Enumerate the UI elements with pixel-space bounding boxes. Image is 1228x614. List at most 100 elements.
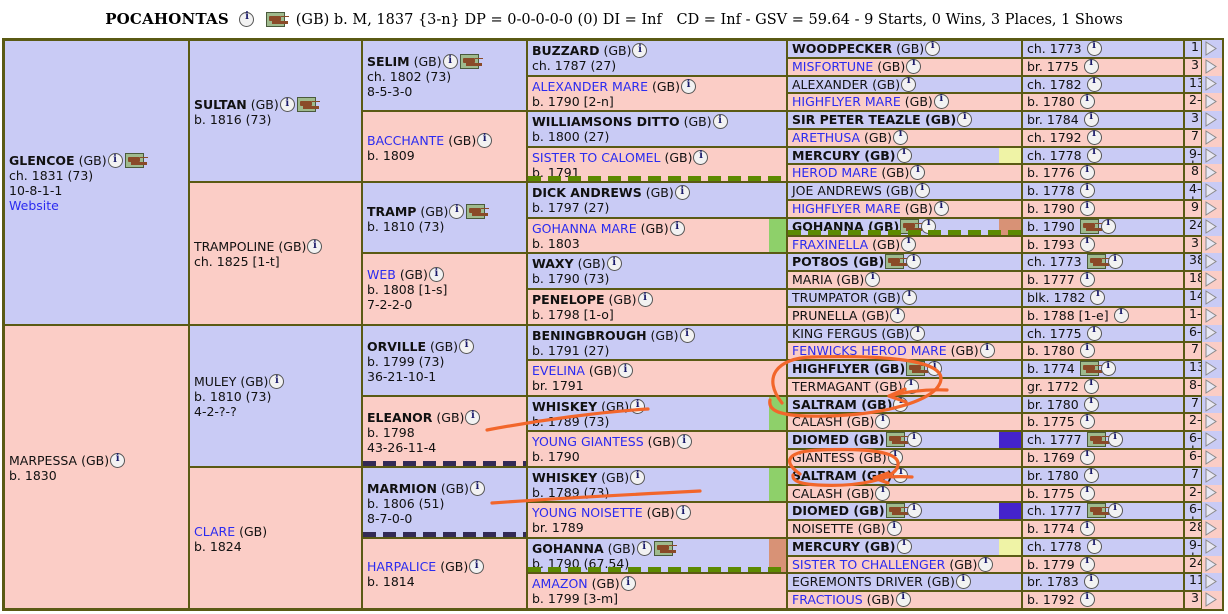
info-icon[interactable] [1083, 468, 1099, 483]
pedigree-cell-gen4-8[interactable]: BENINGBROUGH (GB)b. 1791 (27) [527, 324, 787, 361]
chevron-right-icon[interactable] [1204, 485, 1220, 501]
info-icon[interactable] [901, 77, 917, 92]
info-icon[interactable] [1079, 94, 1095, 110]
pedigree-cell-gen3-0[interactable]: SELIM (GB)ch. 1802 (73)8-5-3-0 [362, 40, 527, 112]
expand-button-gen5-22[interactable] [1202, 431, 1222, 449]
expand-button-gen5-17[interactable] [1202, 342, 1222, 361]
expand-button-gen5-31[interactable] [1202, 591, 1222, 609]
horse-name[interactable]: WEB [367, 267, 396, 283]
info-icon[interactable] [1086, 539, 1102, 554]
info-icon[interactable] [680, 77, 696, 94]
info-icon[interactable] [875, 486, 891, 501]
info-icon[interactable] [630, 397, 646, 414]
pedigree-cell-gen5-18[interactable]: HIGHFLYER (GB) [787, 360, 1022, 378]
info-icon[interactable] [636, 539, 652, 556]
expand-button-gen5-21[interactable] [1202, 413, 1222, 432]
info-icon[interactable] [914, 183, 930, 199]
info-icon[interactable] [632, 42, 648, 58]
info-icon[interactable] [1079, 486, 1095, 501]
info-icon[interactable] [637, 290, 653, 307]
info-icon[interactable] [978, 557, 994, 572]
pedigree-cell-gen4-6[interactable]: WAXY (GB)b. 1790 (73) [527, 253, 787, 289]
pedigree-cell-gen5-12[interactable]: POT8OS (GB) [787, 253, 1022, 272]
chevron-right-icon[interactable] [1204, 94, 1220, 110]
pedigree-cell-gen4-4[interactable]: DICK ANDREWS (GB)b. 1797 (27) [527, 182, 787, 218]
expand-button-gen5-20[interactable] [1202, 395, 1222, 414]
expand-button-gen5-7[interactable] [1202, 164, 1222, 183]
info-icon[interactable] [469, 479, 485, 496]
chevron-right-icon[interactable] [1204, 432, 1220, 448]
info-icon[interactable] [1107, 503, 1123, 519]
chevron-right-icon[interactable] [1204, 396, 1220, 413]
pedigree-cell-gen5-27[interactable]: NOISETTE (GB) [787, 520, 1022, 538]
info-icon[interactable] [442, 53, 458, 70]
expand-button-gen5-15[interactable] [1202, 306, 1222, 325]
info-icon[interactable] [1079, 450, 1095, 465]
pedigree-cell-gen2-2[interactable]: MULEY (GB)b. 1810 (73)4-2-?-? [189, 324, 362, 467]
pedigree-cell-gen5-16[interactable]: KING FERGUS (GB) [787, 324, 1022, 343]
pedigree-cell-gen5-21[interactable]: CALASH (GB) [787, 413, 1022, 432]
expand-button-gen5-14[interactable] [1202, 288, 1222, 307]
info-icon[interactable] [307, 238, 323, 255]
pedigree-cell-gen5-29[interactable]: SISTER TO CHALLENGER (GB) [787, 555, 1022, 574]
horse-name[interactable]: HARPALICE [367, 559, 437, 575]
chevron-right-icon[interactable] [1204, 112, 1220, 128]
info-icon[interactable] [875, 414, 891, 430]
info-icon[interactable] [1083, 112, 1099, 128]
info-icon[interactable] [896, 148, 912, 163]
expand-button-gen5-4[interactable] [1202, 111, 1222, 129]
info-icon[interactable] [1107, 432, 1123, 448]
horse-icon[interactable] [1079, 218, 1099, 234]
info-icon[interactable] [674, 184, 690, 201]
expand-button-gen5-12[interactable] [1202, 253, 1222, 272]
chevron-right-icon[interactable] [1204, 218, 1220, 235]
horse-icon[interactable] [906, 361, 926, 377]
chevron-right-icon[interactable] [1204, 58, 1220, 75]
pedigree-cell-gen4-3[interactable]: SISTER TO CALOMEL (GB)b. 1791 [527, 146, 787, 183]
info-icon[interactable] [865, 272, 881, 288]
info-icon[interactable] [1086, 41, 1102, 56]
info-icon[interactable] [906, 254, 922, 270]
info-icon[interactable] [693, 148, 709, 165]
info-icon[interactable] [269, 373, 285, 390]
pedigree-cell-gen4-5[interactable]: GOHANNA MARE (GB)b. 1803 [527, 217, 787, 254]
pedigree-cell-gen3-2[interactable]: TRAMP (GB)b. 1810 (73) [362, 182, 527, 254]
pedigree-cell-gen5-2[interactable]: ALEXANDER (GB) [787, 75, 1022, 94]
pedigree-cell-gen3-3[interactable]: WEB (GB)b. 1808 [1-s]7-2-2-0 [362, 253, 527, 325]
horse-name[interactable]: FRAXINELLA [792, 236, 869, 252]
pedigree-cell-gen5-1[interactable]: MISFORTUNE (GB) [787, 57, 1022, 76]
info-icon[interactable] [459, 337, 475, 354]
info-icon[interactable] [1079, 521, 1095, 537]
horse-icon[interactable] [296, 97, 316, 113]
info-icon[interactable] [1113, 308, 1129, 323]
expand-button-gen5-3[interactable] [1202, 93, 1222, 112]
pedigree-cell-gen2-1[interactable]: TRAMPOLINE (GB)ch. 1825 [1-t] [189, 182, 362, 325]
info-icon[interactable] [1086, 130, 1102, 145]
chevron-right-icon[interactable] [1204, 147, 1220, 164]
info-icon[interactable] [890, 308, 906, 323]
info-icon[interactable] [1083, 397, 1099, 412]
horse-name[interactable]: HIGHFLYER MARE [792, 201, 901, 217]
expand-button-gen5-2[interactable] [1202, 75, 1222, 94]
expand-button-gen5-10[interactable] [1202, 217, 1222, 236]
info-icon[interactable] [679, 326, 695, 343]
horse-name[interactable]: YOUNG NOISETTE [532, 505, 643, 521]
info-icon[interactable] [1086, 77, 1102, 92]
chevron-right-icon[interactable] [1204, 449, 1220, 466]
horse-name[interactable]: YOUNG GIANTESS [532, 434, 644, 450]
horse-icon[interactable] [1079, 361, 1099, 377]
expand-button-gen5-9[interactable] [1202, 200, 1222, 218]
expand-button-gen5-28[interactable] [1202, 537, 1222, 556]
pedigree-cell-gen5-6[interactable]: MERCURY (GB) [787, 146, 1022, 165]
pedigree-cell-gen3-7[interactable]: HARPALICE (GB)b. 1814 [362, 537, 527, 609]
info-icon[interactable] [893, 397, 909, 412]
info-icon[interactable] [955, 574, 971, 590]
info-icon[interactable] [1100, 361, 1116, 377]
info-icon[interactable] [910, 165, 926, 181]
expand-button-gen5-23[interactable] [1202, 448, 1222, 467]
horse-name[interactable]: GOHANNA MARE [532, 220, 637, 236]
horse-icon[interactable] [885, 503, 905, 519]
pedigree-cell-gen5-7[interactable]: HEROD MARE (GB) [787, 164, 1022, 183]
horse-icon[interactable] [885, 432, 905, 448]
pedigree-cell-gen5-28[interactable]: MERCURY (GB) [787, 537, 1022, 556]
